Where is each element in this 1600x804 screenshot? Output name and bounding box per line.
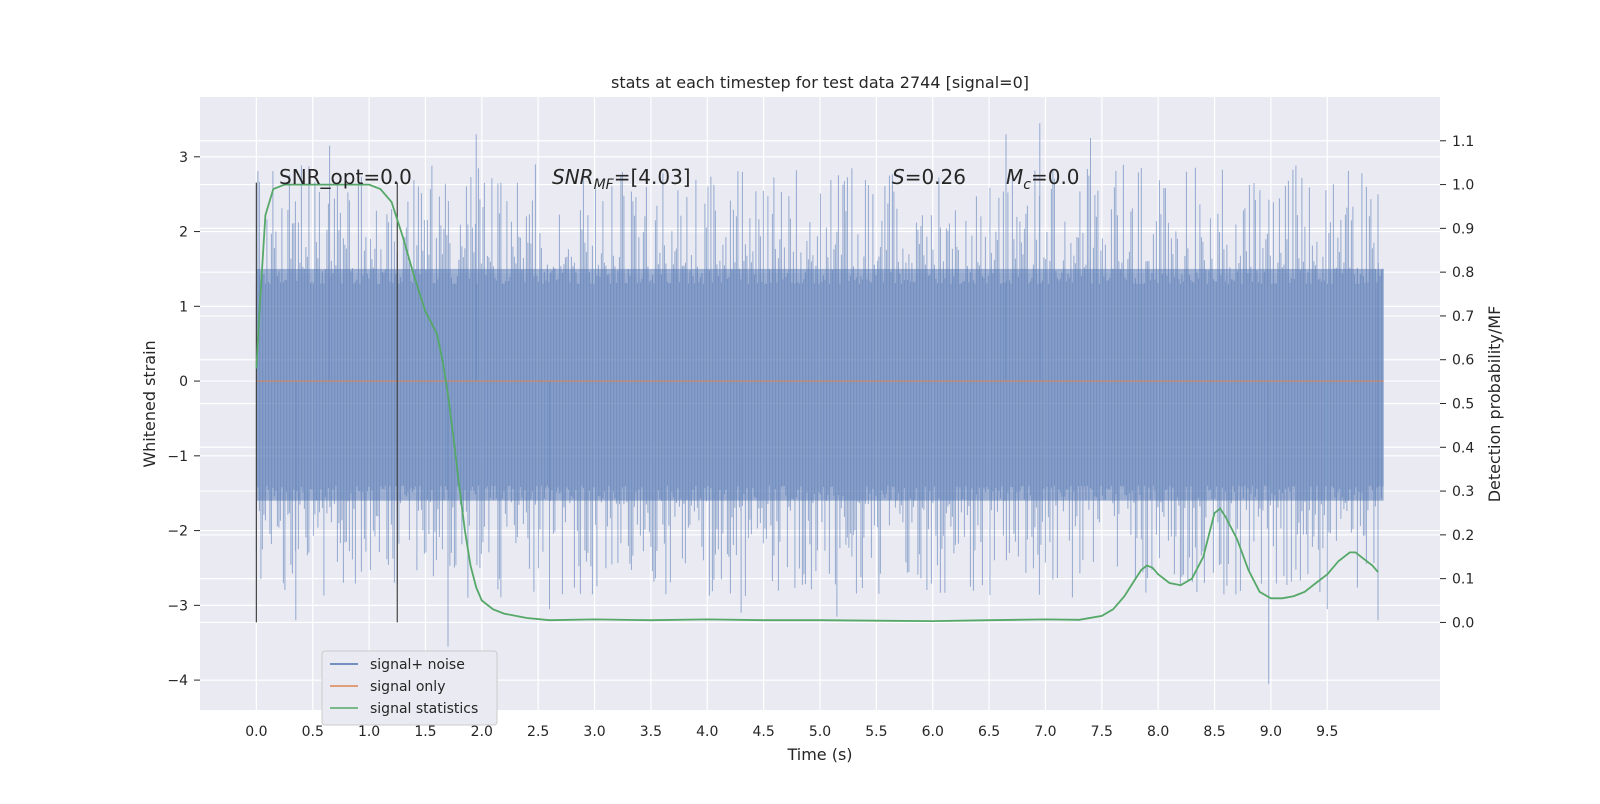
x-tick-labels: 0.0 0.5 1.0 1.5 2.0 2.5 3.0 3.5 4.0 4.5 5.0 5.5 6.0 6… [245, 724, 1338, 740]
x-tick-label: 5.5 [865, 724, 887, 740]
legend-label-signal-statistics: signal statistics [370, 701, 478, 717]
x-tick-label: 6.5 [978, 724, 1000, 740]
y-tick-label: 0 [179, 374, 188, 390]
y2-tick-label: 0.0 [1452, 615, 1474, 631]
x-tick-label: 8.0 [1147, 724, 1169, 740]
y2-tick-label: 0.7 [1452, 309, 1474, 325]
y-axis-label: Whitened strain [140, 340, 159, 467]
y2-tick-label: 0.3 [1452, 484, 1474, 500]
y-tick-label: −4 [167, 673, 188, 689]
y-tick-labels: −4 −3 −2 −1 0 1 2 3 [167, 150, 188, 689]
x-tick-label: 4.0 [696, 724, 718, 740]
y-tick-label: −1 [167, 449, 188, 465]
y-tick-label: 2 [179, 225, 188, 241]
y-tick-label: 3 [179, 150, 188, 166]
snr-mf-annotation: SNRMF=[4.03] [552, 165, 691, 193]
legend-box [321, 650, 498, 726]
y-tick-label: −2 [167, 524, 188, 540]
x-tick-label: 5.0 [809, 724, 831, 740]
x-tick-label: 7.0 [1034, 724, 1056, 740]
x-tick-label: 3.5 [640, 724, 662, 740]
y2-tick-label: 0.2 [1452, 528, 1474, 544]
mc-value: =0.0 [1031, 165, 1080, 189]
signal-noise-series [255, 123, 1384, 684]
x-tick-label: 2.0 [471, 724, 493, 740]
y2-tick-label: 0.9 [1452, 221, 1474, 237]
snr-mf-sub: MF [594, 177, 615, 193]
y2-axis-label: Detection probability/MF [1485, 306, 1504, 503]
legend: signal+ noise signal only signal statist… [321, 650, 498, 726]
y2-tick-label: 0.5 [1452, 397, 1474, 413]
x-tick-label: 8.5 [1203, 724, 1225, 740]
x-tick-label: 9.5 [1316, 724, 1338, 740]
s-value: =0.26 [905, 165, 966, 189]
y-tick-label: 1 [179, 299, 188, 315]
x-tick-label: 0.5 [302, 724, 324, 740]
y2-tick-label: 1.1 [1452, 134, 1474, 150]
y2-tick-label: 0.6 [1452, 353, 1474, 369]
x-tick-label: 3.0 [583, 724, 605, 740]
x-tick-label: 7.5 [1091, 724, 1113, 740]
x-tick-label: 1.5 [414, 724, 436, 740]
y-tick-label: −3 [167, 598, 188, 614]
signal-statistics-series [255, 183, 1379, 623]
mc-annotation: Mc=0.0 [1006, 165, 1080, 193]
y2-tick-label: 0.1 [1452, 572, 1474, 588]
x-tick-label: 9.0 [1260, 724, 1282, 740]
legend-label-signal-only: signal only [370, 679, 445, 695]
s-annotation: S=0.26 [892, 165, 966, 189]
x-tick-label: 1.0 [358, 724, 380, 740]
s-base: S [892, 165, 905, 189]
snr-mf-value: =[4.03] [614, 165, 691, 189]
x-tick-label: 4.5 [753, 724, 775, 740]
x-tick-label: 0.0 [245, 724, 267, 740]
snr-mf-base: SNR [552, 165, 594, 189]
x-tick-label: 6.0 [922, 724, 944, 740]
snr-opt-annotation: SNR_opt=0.0 [279, 165, 412, 189]
chart-title: stats at each timestep for test data 274… [611, 73, 1029, 92]
y2-tick-label: 0.8 [1452, 265, 1474, 281]
y2-tick-label: 1.0 [1452, 178, 1474, 194]
legend-label-signal-noise: signal+ noise [370, 657, 465, 673]
x-axis-label: Time (s) [786, 745, 852, 764]
x-tick-label: 2.5 [527, 724, 549, 740]
mc-base: M [1006, 165, 1023, 189]
y2-tick-labels: 0.0 0.1 0.2 0.3 0.4 0.5 0.6 0.7 0.8 0.9 1.0 1.1 [1452, 134, 1474, 632]
vertical-markers [255, 182, 398, 623]
y2-tick-label: 0.4 [1452, 440, 1474, 456]
mc-sub: c [1023, 177, 1031, 193]
